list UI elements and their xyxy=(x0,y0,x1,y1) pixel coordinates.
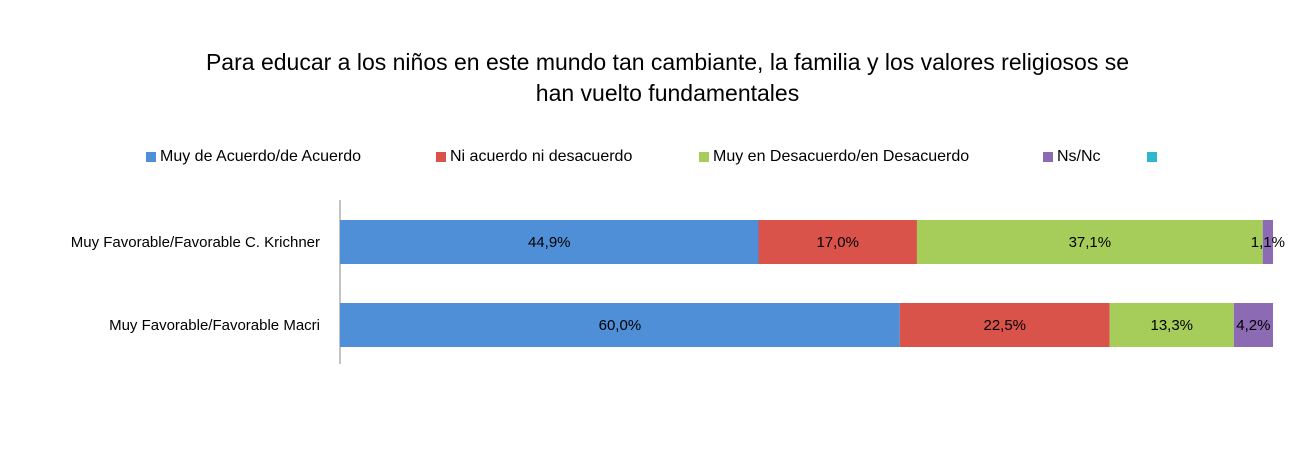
legend-swatch-ni-acuerdo xyxy=(436,152,446,162)
legend-swatch-ns-nc xyxy=(1043,152,1053,162)
legend-label-ns-nc: Ns/Nc xyxy=(1057,148,1101,165)
bar-segment xyxy=(1233,303,1273,347)
chart-title-line-2: han vuelto fundamentales xyxy=(535,80,800,106)
bar-data-label: 1,1% xyxy=(1251,234,1285,251)
bar-data-label: 4,2% xyxy=(1236,317,1270,334)
legend-item-muy-en-desacuerdo: Muy en Desacuerdo/en Desacuerdo xyxy=(699,146,969,168)
bar-segment xyxy=(340,220,759,264)
bar-data-label: 22,5% xyxy=(983,317,1026,334)
bar-data-label: 17,0% xyxy=(816,234,859,251)
bar-segment xyxy=(1262,220,1273,264)
legend-label-muy-en-desacuerdo: Muy en Desacuerdo/en Desacuerdo xyxy=(713,148,970,165)
bar-data-label: 37,1% xyxy=(1069,234,1112,251)
legend-swatch-muy-de-acuerdo xyxy=(146,152,156,162)
category-label: Muy Favorable/Favorable C. Krichner xyxy=(71,234,320,251)
bar-segment xyxy=(899,303,1110,347)
legend-label-muy-de-acuerdo: Muy de Acuerdo/de Acuerdo xyxy=(160,148,362,165)
legend-item-unnamed xyxy=(1147,146,1161,168)
bar-segment xyxy=(1109,303,1234,347)
bar-data-label: 44,9% xyxy=(528,234,571,251)
legend-item-ns-nc: Ns/Nc xyxy=(1043,146,1101,168)
bar-data-label: 13,3% xyxy=(1150,317,1193,334)
legend-item-muy-de-acuerdo: Muy de Acuerdo/de Acuerdo xyxy=(146,146,361,168)
category-label: Muy Favorable/Favorable Macri xyxy=(109,317,320,334)
bar-segment xyxy=(758,220,917,264)
legend-item-ni-acuerdo: Ni acuerdo ni desacuerdo xyxy=(436,146,632,168)
chart-title-line-1: Para educar a los niños en este mundo ta… xyxy=(205,49,1130,75)
legend-swatch-muy-en-desacuerdo xyxy=(699,152,709,162)
bar-segment xyxy=(916,220,1263,264)
legend-label-ni-acuerdo: Ni acuerdo ni desacuerdo xyxy=(450,148,633,165)
chart-title: Para educar a los niños en este mundo ta… xyxy=(0,47,1300,109)
legend-swatch-unnamed xyxy=(1147,152,1157,162)
bar-segment xyxy=(340,303,900,347)
bar-data-label: 60,0% xyxy=(599,317,642,334)
